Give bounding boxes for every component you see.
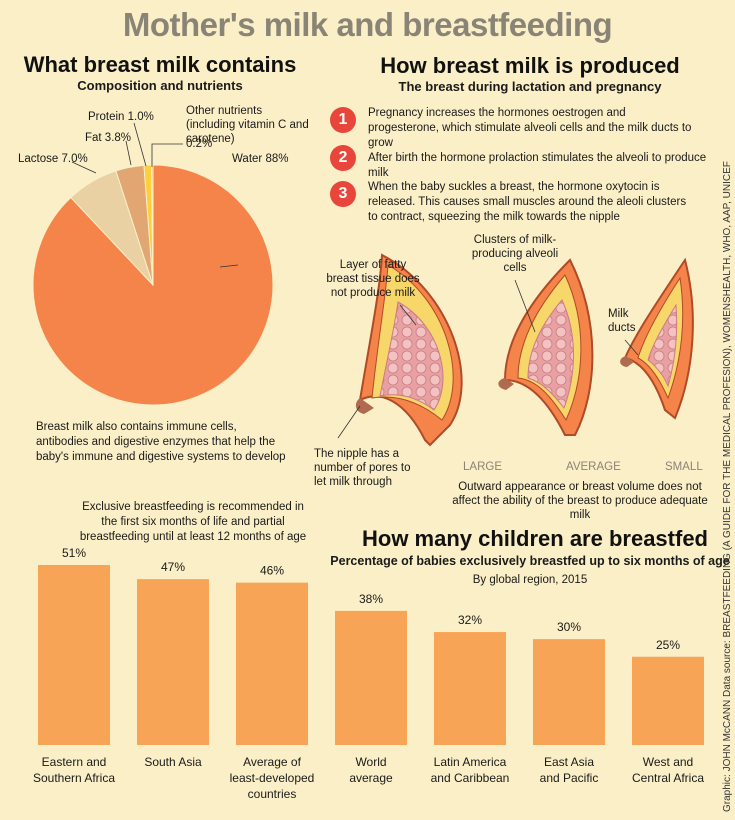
pie-label-protein: Protein 1.0% <box>88 111 154 123</box>
step-2-text: After birth the hormone prolaction stimu… <box>368 152 707 179</box>
bar-3 <box>335 610 407 745</box>
clusters-leader-line <box>514 279 536 333</box>
step-2-badge: 2 <box>330 145 356 171</box>
step-1-badge: 1 <box>330 107 356 133</box>
bar-value-label-2: 46% <box>260 564 284 578</box>
bar-0 <box>38 565 110 745</box>
breast-small-icon <box>620 257 694 420</box>
size-label-large: LARGE <box>463 461 502 473</box>
other-leader-line <box>151 143 183 167</box>
composition-subtitle: Composition and nutrients <box>77 78 243 93</box>
bar-value-label-1: 47% <box>161 560 185 574</box>
recommendation-text: Exclusive breastfeeding is recommended i… <box>79 501 307 543</box>
nipple-leader-line <box>337 405 361 439</box>
production-title: How breast milk is produced <box>380 53 680 78</box>
composition-title: What breast milk contains <box>23 52 297 77</box>
bar-value-label-4: 32% <box>458 613 482 627</box>
bar-4 <box>434 632 506 745</box>
pie-label-other-pct: 0.2% <box>186 138 213 150</box>
label-milk-ducts: Milk ducts <box>608 308 636 334</box>
breastfed-subtitle-2: By global region, 2015 <box>472 574 588 586</box>
step-3-badge: 3 <box>330 181 356 207</box>
pie-label-lactose: Lactose 7.0% <box>18 153 88 165</box>
breast-illustration <box>337 253 694 447</box>
breast-large-icon <box>355 253 463 447</box>
pie-label-other: Other nutrients (including vitamin C and… <box>186 105 309 145</box>
breastfed-title: How many children are breastfed <box>362 526 708 551</box>
fatty-leader-line <box>399 304 417 326</box>
fat-leader-line <box>125 140 132 166</box>
production-subtitle: The breast during lactation and pregnanc… <box>398 79 662 94</box>
water-leader-line <box>219 264 239 268</box>
bar-category-label-6: West and Central Africa <box>632 755 704 785</box>
label-fatty-tissue: Layer of fatty breast tissue does not pr… <box>326 259 420 299</box>
ducts-leader-line <box>624 339 639 356</box>
composition-pie-chart <box>32 122 274 406</box>
breast-average-icon <box>498 258 594 436</box>
pie-slice-water <box>32 164 274 406</box>
breastfed-subtitle: Percentage of babies exclusively breastf… <box>330 554 730 568</box>
bar-1 <box>137 579 209 745</box>
bar-value-label-5: 30% <box>557 620 581 634</box>
breastfed-bar-chart: 51% Eastern and Southern Africa 47% South As… <box>33 546 704 801</box>
bar-value-label-3: 38% <box>359 592 383 606</box>
bar-category-label-0: Eastern and Southern Africa <box>33 755 115 785</box>
size-label-average: AVERAGE <box>566 461 621 473</box>
bar-category-label-2: Average of least-developed countries <box>230 755 315 801</box>
composition-note: Breast milk also contains immune cells, … <box>36 421 286 463</box>
pie-label-fat: Fat 3.8% <box>85 132 132 144</box>
bar-category-label-5: East Asia and Pacific <box>540 755 599 785</box>
size-label-small: SMALL <box>665 461 703 473</box>
graphic-credit: Graphic: JOHN McCANN Data source: BREAST… <box>722 161 733 812</box>
bar-6 <box>632 656 704 745</box>
bar-category-label-1: South Asia <box>144 755 202 769</box>
protein-leader-line <box>133 122 147 167</box>
breast-volume-note: Outward appearance or breast volume does… <box>452 481 708 521</box>
main-title: Mother's milk and breastfeeding <box>122 6 613 43</box>
bar-category-label-3: World average <box>349 755 393 785</box>
bar-category-label-4: Latin America and Caribbean <box>431 755 510 785</box>
bar-value-label-0: 51% <box>62 546 86 560</box>
bar-2 <box>236 582 308 745</box>
step-1-text: Pregnancy increases the hormones oestrog… <box>368 107 692 149</box>
label-nipple: The nipple has a number of pores to let … <box>314 448 411 488</box>
bar-value-label-6: 25% <box>656 638 680 652</box>
label-alveoli-clusters: Clusters of milk-producing alveoli cells <box>471 234 559 274</box>
lactose-leader-line <box>71 161 97 174</box>
step-3-text: When the baby suckles a breast, the horm… <box>368 181 687 223</box>
bar-5 <box>533 639 605 745</box>
pie-label-water: Water 88% <box>232 153 289 165</box>
